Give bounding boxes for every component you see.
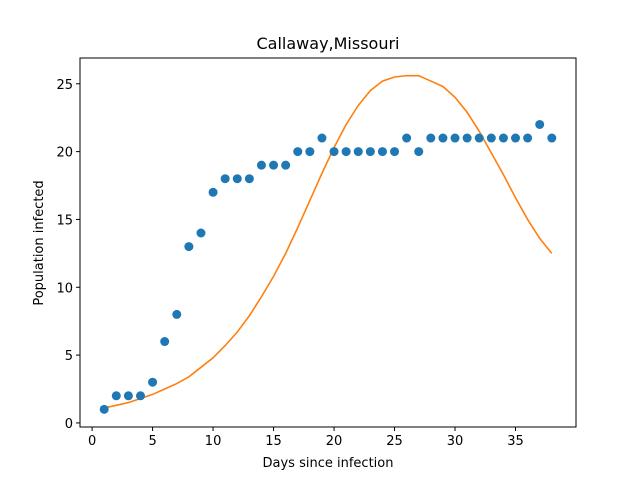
data-point <box>462 133 472 143</box>
data-point <box>160 337 170 347</box>
data-point <box>256 160 266 170</box>
data-point <box>305 147 315 157</box>
data-point <box>365 147 375 157</box>
plot-frame <box>79 57 577 428</box>
point-layer <box>99 119 557 414</box>
data-point <box>426 133 436 143</box>
x-tick-label: 25 <box>386 434 403 449</box>
x-tick-label: 35 <box>507 434 524 449</box>
data-point <box>172 309 182 319</box>
data-point <box>414 147 424 157</box>
data-point <box>329 147 339 157</box>
data-point <box>523 133 533 143</box>
data-point <box>111 391 121 401</box>
x-tick-label: 20 <box>326 434 343 449</box>
data-point <box>377 147 387 157</box>
data-point <box>535 119 545 129</box>
data-point <box>353 147 363 157</box>
data-point <box>390 147 400 157</box>
data-point <box>317 133 327 143</box>
data-point <box>135 391 145 401</box>
data-point <box>244 174 254 184</box>
chart-title: Callaway,Missouri <box>257 34 400 53</box>
x-tick-label: 10 <box>205 434 222 449</box>
x-tick-label: 30 <box>447 434 464 449</box>
data-point <box>208 187 218 197</box>
data-point <box>486 133 496 143</box>
data-point <box>547 133 557 143</box>
data-point <box>148 377 158 387</box>
x-tick-label: 0 <box>88 434 96 449</box>
data-point <box>402 133 412 143</box>
data-point <box>341 147 351 157</box>
model-curve-line <box>104 74 553 409</box>
x-tick-label: 15 <box>265 434 282 449</box>
y-tick-label: 25 <box>56 78 73 93</box>
data-point <box>232 174 242 184</box>
data-point <box>184 242 194 252</box>
data-point <box>99 404 109 414</box>
data-point <box>269 160 279 170</box>
data-point <box>220 174 230 184</box>
data-point <box>511 133 521 143</box>
y-tick-label: 0 <box>65 417 73 432</box>
data-point <box>196 228 206 238</box>
data-point <box>498 133 508 143</box>
y-axis: 0 5 10 15 20 25 <box>56 78 80 432</box>
data-point <box>281 160 291 170</box>
y-tick-label: 15 <box>56 213 73 228</box>
x-tick-label: 5 <box>148 434 156 449</box>
data-point <box>293 147 303 157</box>
data-point <box>438 133 448 143</box>
data-point <box>123 391 133 401</box>
line-layer <box>104 74 553 409</box>
data-point <box>474 133 484 143</box>
data-point <box>450 133 460 143</box>
y-axis-label: Population infected <box>32 180 47 305</box>
y-tick-label: 20 <box>56 146 73 161</box>
x-axis: 0 5 10 15 20 25 30 35 <box>88 427 524 449</box>
plot-area <box>79 57 577 428</box>
y-tick-label: 10 <box>56 281 73 296</box>
y-tick-label: 5 <box>65 349 73 364</box>
x-axis-label: Days since infection <box>263 456 394 471</box>
